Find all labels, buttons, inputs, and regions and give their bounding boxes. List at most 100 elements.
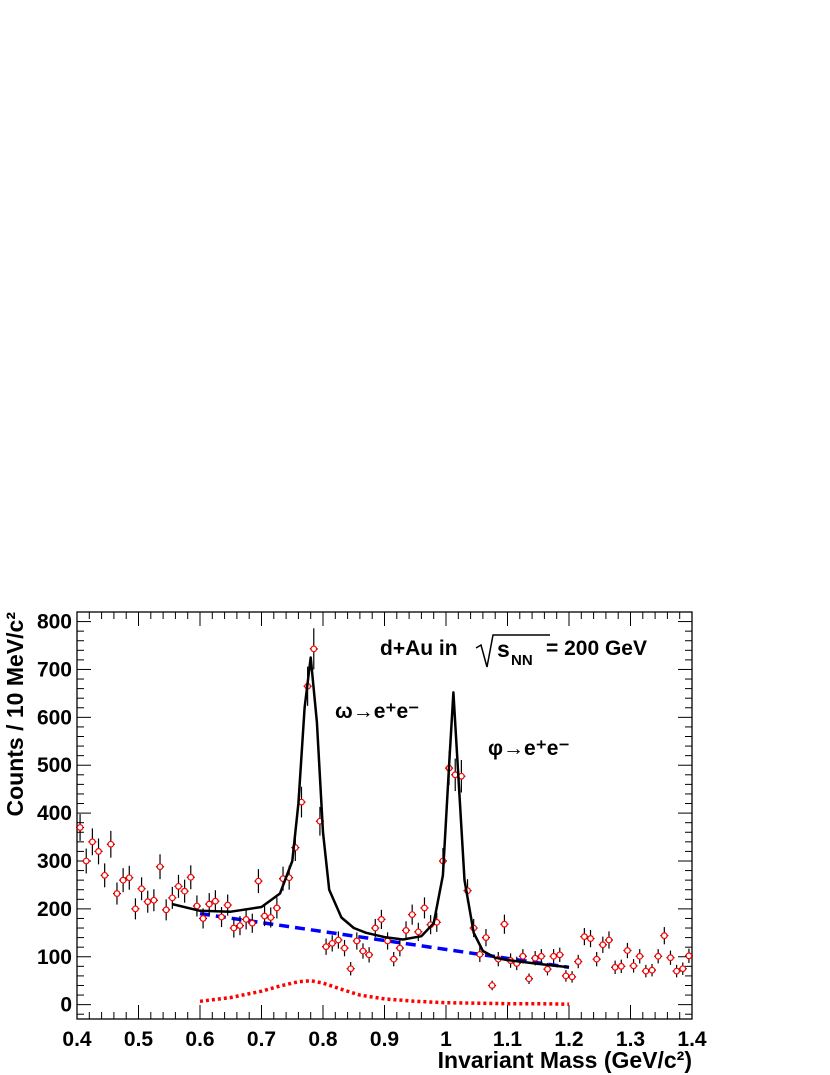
data-point — [525, 975, 533, 983]
data-point — [107, 840, 115, 848]
y-tick-label: 500 — [37, 754, 72, 777]
data-point — [224, 901, 232, 909]
data-point — [242, 916, 250, 923]
phi-annotation: φ→e⁺e⁻ — [488, 737, 570, 760]
data-point — [568, 973, 576, 981]
system-s: s — [497, 636, 510, 662]
data-point — [162, 906, 170, 914]
series-layer — [76, 628, 693, 1006]
data-point — [378, 916, 385, 923]
data-point — [421, 904, 428, 912]
data-point — [150, 896, 158, 904]
data-point — [617, 962, 625, 970]
y-tick-label: 800 — [37, 611, 72, 634]
x-tick-label: 0.4 — [62, 1028, 92, 1051]
x-axis-label: Invariant Mass (GeV/c²) — [438, 1047, 692, 1073]
y-tick-label: 300 — [37, 850, 72, 873]
data-point — [347, 965, 355, 973]
background-fit-line — [199, 911, 570, 970]
data-point — [255, 877, 262, 885]
data-point — [587, 935, 594, 942]
y-tick-label: 0 — [60, 994, 72, 1017]
x-tick-label: 0.9 — [370, 1028, 399, 1051]
data-point — [310, 645, 318, 653]
axes: 0.4 0.5 0.6 0.7 0.8 0.9 1 1.1 1.2 1.3 1.4 0 100 200 30… — [37, 611, 707, 1051]
data-point — [580, 933, 588, 941]
data-point — [261, 912, 268, 920]
sqrt-sign — [475, 634, 550, 668]
data-point — [365, 951, 373, 959]
system-prefix: d+Au in — [380, 637, 458, 660]
data-point — [648, 966, 656, 974]
x-tick-label: 0.8 — [308, 1028, 338, 1051]
data-point — [138, 885, 145, 893]
data-point — [359, 947, 367, 955]
data-point — [611, 963, 619, 971]
data-point — [537, 952, 545, 960]
data-point — [156, 863, 164, 871]
y-tick-label: 400 — [37, 802, 72, 825]
data-point — [175, 882, 182, 890]
data-point — [642, 967, 650, 975]
data-point — [205, 900, 213, 908]
data-point — [574, 958, 582, 965]
data-point — [630, 962, 637, 970]
data-point — [82, 857, 90, 865]
data-point — [273, 904, 281, 912]
total-fit-curve — [172, 656, 570, 969]
data-point — [593, 955, 601, 963]
data-point — [322, 943, 330, 951]
data-point — [679, 965, 687, 973]
y-axis-label: Counts / 10 MeV/c² — [2, 612, 28, 817]
data-point — [76, 824, 84, 831]
data-point — [193, 902, 201, 910]
data-point — [119, 876, 127, 884]
y-tick-label: 700 — [37, 658, 72, 681]
data-point — [88, 838, 96, 846]
y-tick-label: 100 — [37, 946, 72, 969]
system-sub: NN — [511, 652, 533, 669]
rho-contribution-curve — [199, 978, 570, 1006]
data-point — [95, 848, 102, 855]
data-point — [187, 873, 195, 881]
x-tick-label: 1 — [440, 1028, 452, 1051]
data-point — [390, 955, 398, 963]
data-point — [673, 967, 681, 975]
data-point — [371, 924, 379, 932]
omega-annotation: ω→e⁺e⁻ — [335, 700, 419, 723]
data-point — [636, 952, 644, 960]
data-point — [562, 972, 570, 980]
data-point — [101, 871, 109, 879]
data-point — [402, 927, 410, 934]
data-point — [267, 914, 275, 921]
data-point — [414, 928, 422, 936]
data-point — [476, 950, 484, 958]
data-point — [599, 941, 607, 949]
data-point — [211, 897, 219, 905]
data-point — [488, 982, 496, 989]
data-point — [248, 919, 256, 927]
system-annotation: d+Au in s NN = 200 GeV — [380, 634, 647, 669]
x-tick-label: 1.2 — [554, 1028, 583, 1051]
y-tick-label: 600 — [37, 706, 72, 729]
data-point — [556, 951, 564, 959]
data-point — [654, 952, 662, 960]
y-tick-label: 200 — [37, 898, 72, 921]
data-point — [660, 932, 668, 940]
data-point — [341, 944, 348, 952]
data-point — [132, 905, 139, 913]
x-tick-label: 0.5 — [124, 1028, 154, 1051]
data-point — [667, 954, 674, 962]
data-point — [199, 915, 207, 922]
x-tick-label: 1.1 — [493, 1028, 523, 1051]
data-point — [218, 913, 225, 921]
x-tick-label: 1.3 — [616, 1028, 645, 1051]
x-tick-label: 0.6 — [185, 1028, 214, 1051]
data-point — [168, 894, 176, 902]
data-point — [125, 874, 133, 882]
data-point — [550, 952, 558, 960]
data-point — [181, 887, 189, 895]
data-point — [230, 924, 238, 932]
x-tick-label: 0.7 — [247, 1028, 276, 1051]
system-suffix: = 200 GeV — [546, 637, 647, 660]
